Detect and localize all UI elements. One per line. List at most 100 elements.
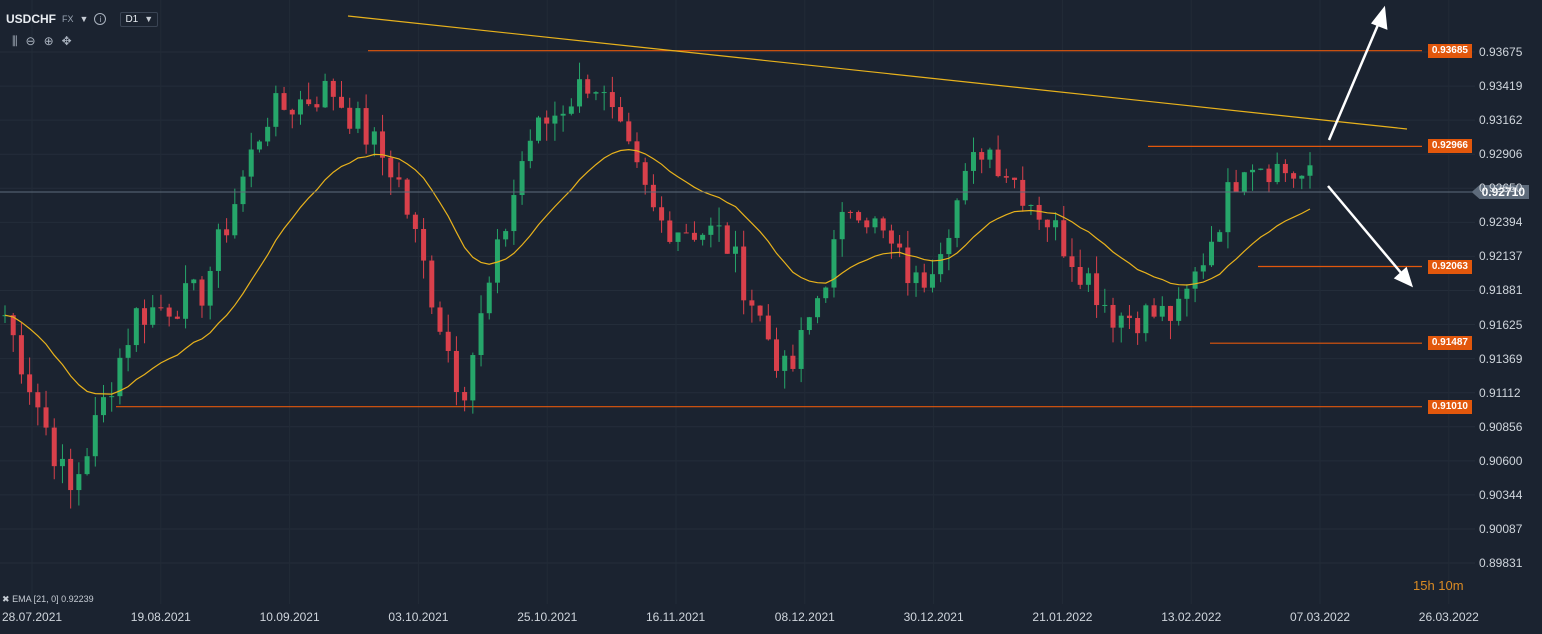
x-tick-label: 25.10.2021 [517, 610, 578, 624]
move-icon[interactable]: ✥ [61, 34, 72, 48]
candle-up [560, 113, 566, 116]
candle-up [708, 225, 714, 235]
y-tick-label: 0.91112 [1479, 385, 1521, 400]
candle-up [1192, 271, 1198, 289]
info-icon[interactable]: i [94, 13, 107, 25]
horizontal-levels [116, 50, 1422, 408]
candle-up [1176, 298, 1182, 321]
candle-down [412, 214, 418, 229]
symbol-label[interactable]: USDCHF [6, 12, 56, 26]
zoom-out-icon[interactable]: ⊖ [25, 34, 36, 48]
candle-down [790, 355, 796, 369]
candle-up [519, 161, 525, 196]
candle-up [150, 307, 156, 325]
candle-down [437, 307, 443, 332]
y-tick-label: 0.89831 [1479, 556, 1523, 571]
candle-up [954, 200, 960, 238]
candle-down [724, 225, 730, 254]
candle-down [880, 218, 886, 231]
candle-up [1102, 304, 1108, 306]
candle-down [18, 335, 24, 375]
indicator-label[interactable]: ✖ EMA [21, 0] 0.92239 [2, 594, 94, 604]
ema-line [4, 148, 1311, 395]
candle-up [806, 317, 812, 331]
candle-up [831, 239, 837, 288]
timeframe-select[interactable]: D1 ▼ [120, 11, 159, 27]
y-tick-label: 0.90087 [1479, 521, 1523, 536]
zoom-in-icon[interactable]: ⊕ [43, 34, 54, 48]
candle-down [281, 93, 287, 110]
candle-up [191, 279, 197, 284]
candle-down [174, 316, 180, 319]
candle-down [396, 177, 402, 180]
y-tick-label: 0.91369 [1479, 351, 1523, 366]
candle-up [265, 126, 271, 142]
candle-down [897, 243, 903, 248]
candle-up [872, 218, 878, 228]
current-price-tag: 0.92710 [1471, 185, 1529, 199]
candle-up [1274, 163, 1280, 183]
candle-down [626, 121, 632, 142]
candle-up [59, 458, 65, 467]
candle-up [1118, 315, 1124, 328]
candle-down [35, 392, 41, 408]
candle-up [1217, 232, 1223, 242]
candle-down [224, 229, 230, 236]
candle-up [535, 117, 541, 141]
caret-down-icon[interactable]: ▼ [79, 14, 89, 24]
candle-down [363, 108, 369, 145]
candle-up [1028, 204, 1034, 206]
candle-up [125, 345, 131, 358]
x-tick-label: 21.01.2022 [1032, 610, 1093, 624]
candle-up [823, 287, 829, 299]
candle-up [1159, 305, 1165, 317]
candle-down [749, 300, 755, 306]
candle-down [1012, 177, 1018, 180]
candle-down [642, 162, 648, 185]
trendline [347, 15, 1408, 130]
candle-up [215, 229, 221, 271]
market-label: FX [62, 14, 74, 24]
candle-up [938, 254, 944, 275]
candle-down [306, 99, 312, 105]
candle-up [207, 270, 213, 306]
y-tick-label: 0.93162 [1479, 113, 1523, 128]
candle-down [609, 92, 615, 108]
candle-up [1200, 265, 1206, 272]
level-price-tag: 0.91010 [1427, 399, 1472, 414]
candle-up [1053, 220, 1059, 228]
candle-up [577, 79, 583, 107]
candle-down [921, 272, 927, 288]
candle-up [1250, 169, 1256, 173]
candle-up [100, 397, 106, 416]
candle-up [133, 308, 139, 346]
candle-up [815, 298, 821, 318]
chart-tools: ⫼ ⊖ ⊕ ✥ [12, 34, 72, 49]
candles-icon[interactable]: ⫼ [12, 34, 18, 48]
candle-down [68, 458, 74, 491]
candle-down [421, 228, 427, 261]
candle-up [503, 231, 509, 240]
candle-down [347, 107, 353, 129]
y-tick-label: 0.91881 [1479, 283, 1523, 298]
close-icon[interactable]: ✖ [2, 594, 10, 604]
candle-down [864, 220, 870, 228]
candle-up [1184, 288, 1190, 299]
candle-down [1077, 266, 1083, 285]
candle-up [962, 170, 968, 201]
candle-down [380, 131, 386, 158]
x-tick-label: 30.12.2021 [903, 610, 964, 624]
candle-down [1266, 168, 1272, 183]
candle-down [691, 232, 697, 240]
y-tick-label: 0.92137 [1479, 249, 1523, 264]
candle-down [51, 427, 57, 467]
x-tick-label: 26.03.2022 [1418, 610, 1479, 624]
candle-up [297, 99, 303, 115]
candle-down [453, 350, 459, 393]
candle-down [330, 80, 336, 97]
timeframe-label: D1 [125, 13, 139, 25]
candle-down [585, 79, 591, 94]
candle-timer: 15h 10m [1413, 578, 1464, 593]
candle-up [322, 80, 328, 108]
